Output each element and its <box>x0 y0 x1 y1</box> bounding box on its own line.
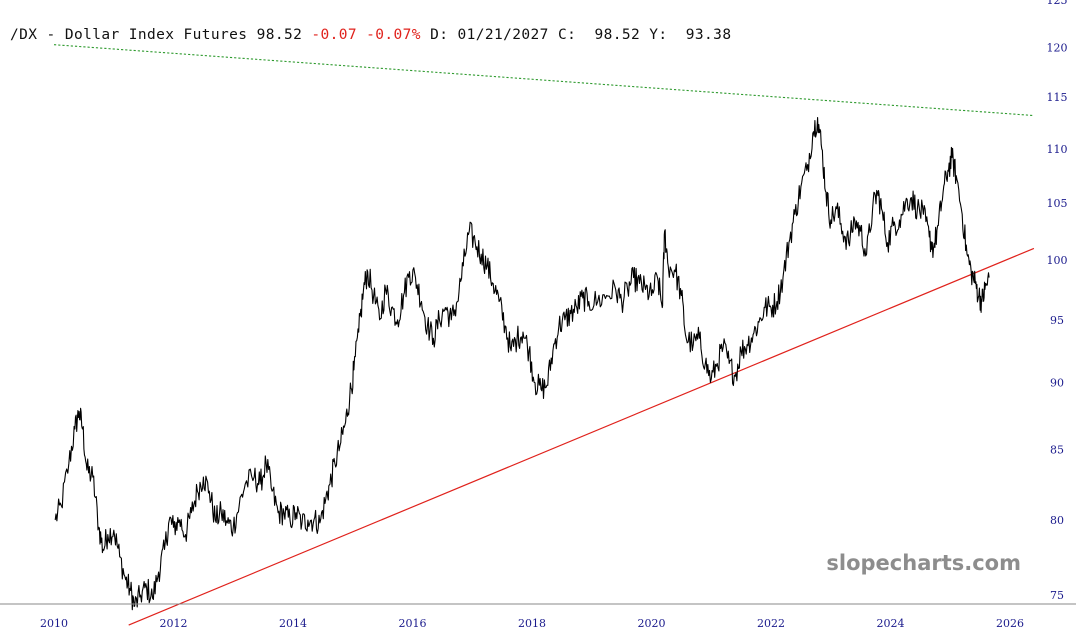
instrument-name: Dollar Index Futures <box>64 27 248 43</box>
trendlines <box>53 44 1035 626</box>
y-tick-label: 110 <box>1047 143 1068 156</box>
x-axis: 2010 2012 2014 2016 2018 2020 2022 2024 2026 <box>40 617 1024 630</box>
y-tick-label: 80 <box>1050 514 1064 527</box>
date-label: D: <box>430 27 449 43</box>
y-tick-label: 90 <box>1050 377 1064 390</box>
x-tick-label: 2016 <box>399 617 427 630</box>
y-tick-label: 125 <box>1047 0 1068 7</box>
date-value: 01/21/2027 <box>457 27 549 43</box>
chart-header: /DX - Dollar Index Futures 98.52 -0.07 -… <box>10 27 731 43</box>
price-series <box>54 117 990 611</box>
watermark: slopecharts.com <box>826 551 1021 575</box>
y-tick-label: 75 <box>1050 589 1064 602</box>
x-tick-label: 2020 <box>638 617 666 630</box>
y-axis: 75 80 85 90 95 100 105 110 115 120 125 <box>1047 0 1068 602</box>
support-trendline <box>128 247 1035 626</box>
y-tick-label: 95 <box>1050 314 1064 327</box>
x-tick-label: 2026 <box>996 617 1024 630</box>
y-tick-label: 85 <box>1050 443 1064 456</box>
x-tick-label: 2010 <box>40 617 68 630</box>
close-label: C: <box>557 27 577 43</box>
close-value: 98.52 <box>594 27 641 43</box>
price-change-percent: -0.07% <box>366 27 421 43</box>
x-tick-label: 2018 <box>518 617 546 630</box>
x-tick-label: 2012 <box>160 617 188 630</box>
y-value: 93.38 <box>685 27 732 43</box>
resistance-trendline <box>53 44 1034 117</box>
y-label: Y: <box>649 27 668 43</box>
price-change: -0.07 <box>311 27 358 43</box>
y-tick-label: 120 <box>1047 42 1068 55</box>
separator: - <box>46 27 56 43</box>
x-tick-label: 2024 <box>877 617 905 630</box>
y-tick-label: 100 <box>1047 254 1068 267</box>
y-tick-label: 115 <box>1047 91 1068 104</box>
symbol: /DX <box>10 27 38 43</box>
x-tick-label: 2022 <box>757 617 785 630</box>
y-tick-label: 105 <box>1047 197 1068 210</box>
last-price: 98.52 <box>256 27 303 43</box>
price-line-0 <box>54 117 990 611</box>
x-tick-label: 2014 <box>279 617 307 630</box>
